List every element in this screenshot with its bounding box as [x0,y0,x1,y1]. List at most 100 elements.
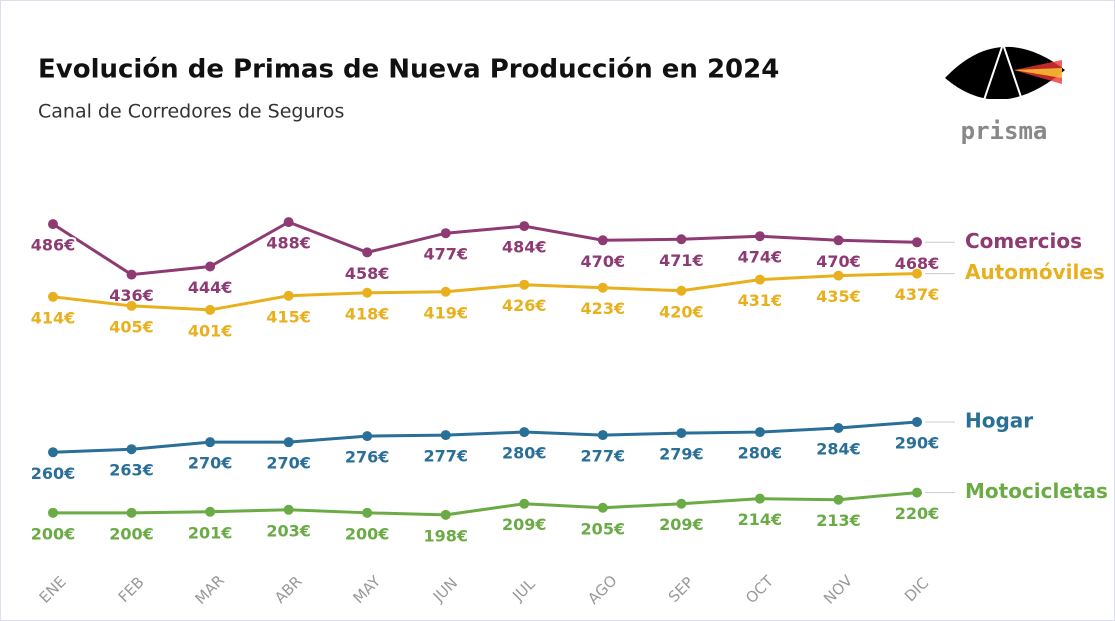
data-label: 198€ [423,526,468,545]
point [48,291,58,302]
data-label: 415€ [266,307,311,326]
point [519,279,530,290]
data-label: 477€ [423,245,468,264]
logo-prism [982,40,1024,101]
data-label: 263€ [109,461,154,480]
point [205,304,216,315]
data-label: 468€ [895,254,940,273]
data-label: 209€ [659,515,704,534]
data-label: 209€ [502,515,547,534]
chart-title: Evolución de Primas de Nueva Producción … [38,55,779,85]
point [283,504,294,515]
data-label: 458€ [345,264,390,283]
point [754,493,765,504]
data-label: 423€ [581,299,626,318]
point [597,235,608,246]
data-label: 200€ [109,524,154,543]
data-label: 214€ [738,510,783,529]
point [283,437,294,448]
point [126,300,137,311]
point [283,290,294,301]
point [519,498,530,509]
data-label: 290€ [895,433,940,452]
logo-eye [945,46,1065,100]
data-label: 414€ [31,308,76,327]
data-label: 436€ [109,286,154,305]
series: 486€ 436€ 444€ 488€ 458€ 477€ 484€ 470€ 471€ 474€… [29,217,1082,307]
point [205,506,216,517]
series-label: Automóviles [965,260,1105,284]
data-label: 277€ [423,447,468,466]
data-label: 419€ [423,303,468,322]
point [912,416,922,427]
data-label: 270€ [266,454,311,473]
data-label: 420€ [659,302,704,321]
line [53,491,918,517]
point [597,430,608,441]
data-label: 488€ [266,234,311,253]
line [52,272,918,312]
point [126,269,137,280]
series: 260€ 263€ 270€ 270€ 276€ 277€ 280€ 277€ 279€ 280€… [29,408,1034,484]
data-label: 484€ [502,238,547,257]
point [754,231,765,242]
series: 200€ 200€ 201€ 203€ 200€ 198€ 209€ 205€ 209€ 214€… [29,479,1108,547]
point [833,423,844,434]
point [48,447,58,458]
data-label: 213€ [816,511,861,530]
data-label: 276€ [345,448,390,467]
logo-text: prisma [961,117,1048,145]
data-label: 426€ [502,296,547,315]
data-label: 280€ [502,444,547,463]
point [440,509,451,520]
data-label: 435€ [816,287,861,306]
data-label: 486€ [31,236,76,255]
data-label: 284€ [816,440,861,459]
point [597,502,608,513]
data-label: 444€ [188,278,233,297]
data-label: 418€ [345,304,390,323]
data-label: 277€ [581,447,626,466]
series-label: Motocicletas [965,479,1108,503]
point [912,487,922,498]
point [676,285,687,296]
chart-subtitle: Canal de Corredores de Seguros [38,101,344,123]
data-label: 201€ [188,523,233,542]
data-label: 405€ [109,317,154,336]
point [205,437,216,448]
point [440,286,451,297]
series-label: Comercios [965,229,1082,253]
point [126,507,137,518]
point [362,507,373,518]
data-label: 401€ [188,321,233,340]
data-label: 205€ [581,519,626,538]
point [362,287,373,298]
point [676,234,687,245]
data-label: 431€ [738,291,783,310]
point [519,221,530,232]
line [52,220,918,277]
point [48,507,58,518]
point [362,247,373,258]
point [440,430,451,441]
logo-rainbow [1014,68,1062,78]
data-label: 260€ [31,464,76,483]
series: 414€ 405€ 401€ 415€ 418€ 419€ 426€ 423€ 420€ 431€… [29,260,1105,342]
data-label: 279€ [659,445,704,464]
data-label: 200€ [345,524,390,543]
data-label: 270€ [188,454,233,473]
point [754,274,765,285]
point [833,235,844,246]
logo: prisma [945,40,1065,145]
data-label: 470€ [816,252,861,271]
data-label: 220€ [895,504,940,523]
data-label: 474€ [738,248,783,267]
series-label: Hogar [965,408,1033,432]
point [912,268,922,279]
point [205,261,216,272]
point [912,237,922,248]
data-label: 203€ [266,521,311,540]
point [48,219,58,230]
